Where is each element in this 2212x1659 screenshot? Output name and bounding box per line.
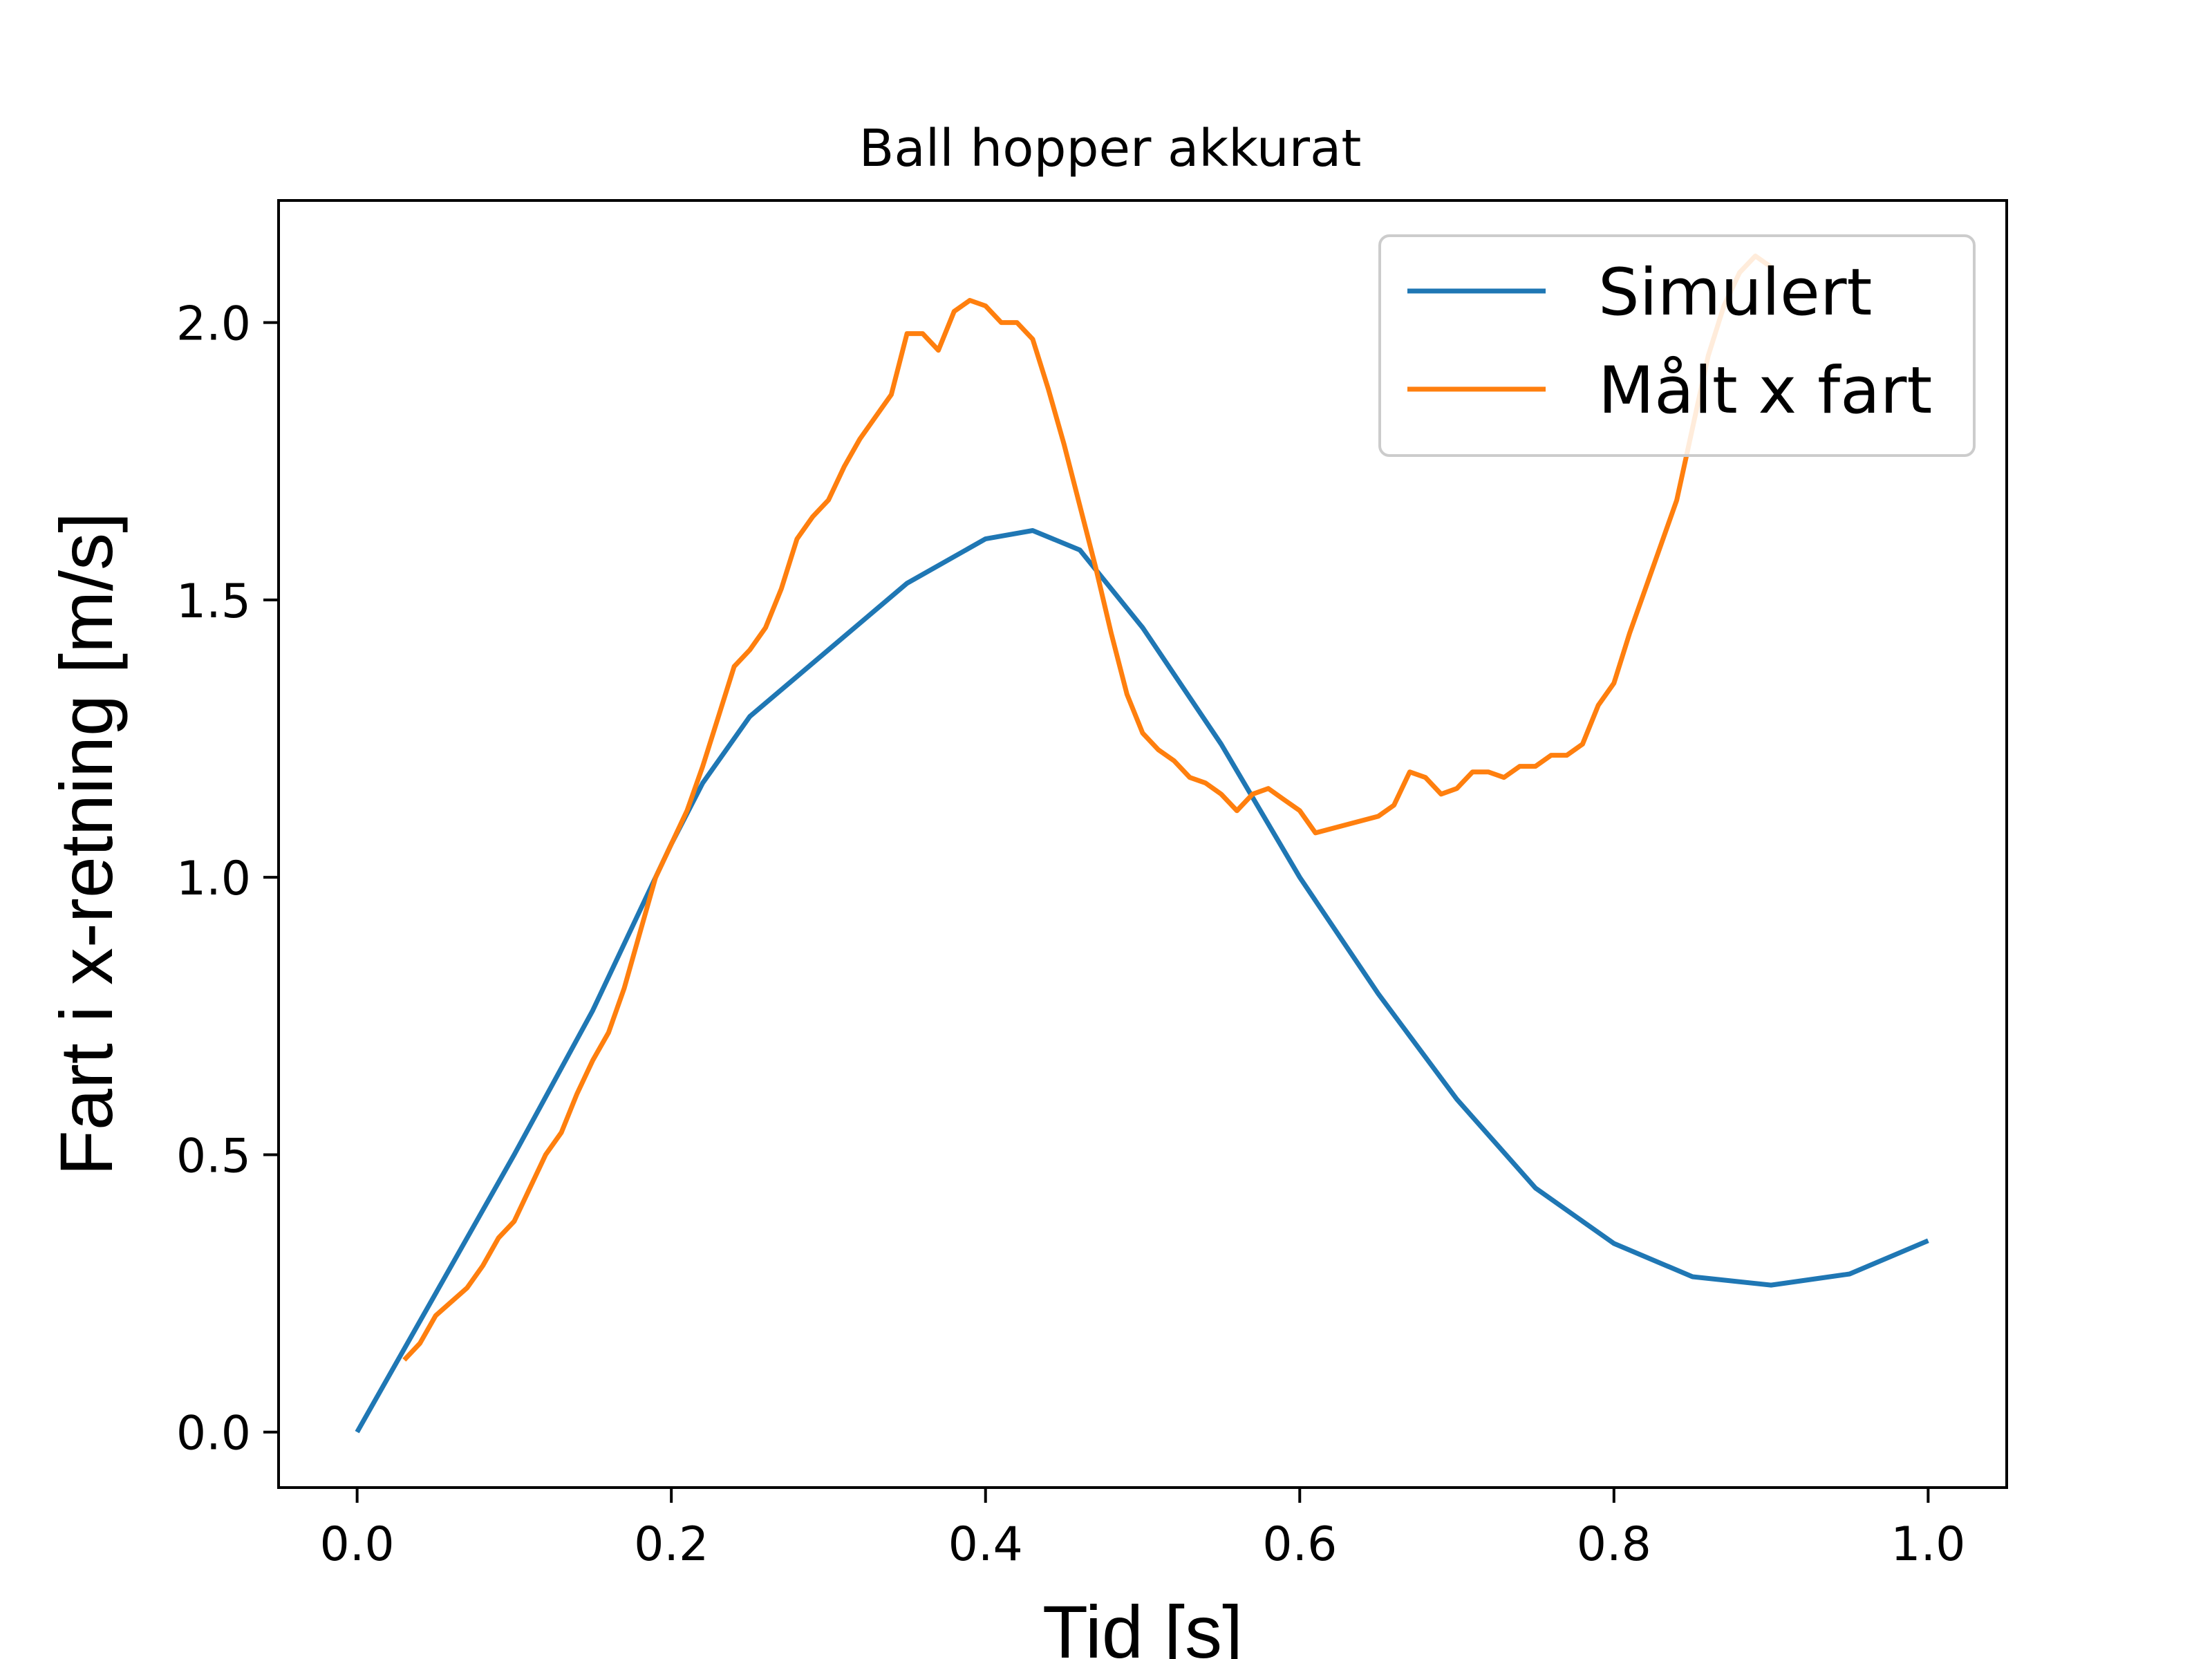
series-layer [355, 253, 1929, 1434]
y-tick-label: 1.0 [176, 852, 251, 906]
legend-label-simulert: Simulert [1598, 255, 1872, 330]
x-tick-label: 1.0 [1891, 1517, 1965, 1572]
x-tick-label: 0.0 [320, 1517, 395, 1572]
chart-title: Ball hopper akkurat [859, 119, 1362, 178]
x-tick-label: 0.6 [1262, 1517, 1337, 1572]
series-line-0 [355, 528, 1929, 1434]
x-axis-label: Tid [s] [1042, 1590, 1243, 1659]
legend-label-malt-x-fart: Målt x fart [1598, 353, 1932, 429]
series-line-1 [402, 253, 1773, 1362]
y-tick-label: 0.5 [176, 1129, 251, 1183]
y-tick-label: 1.5 [176, 574, 251, 629]
x-tick-label: 0.4 [948, 1517, 1023, 1572]
y-tick-label: 0.0 [176, 1407, 251, 1461]
y-axis-label: Fart i x-retning [m/s] [44, 512, 128, 1176]
y-tick-label: 2.0 [176, 297, 251, 352]
x-tick-label: 0.8 [1577, 1517, 1651, 1572]
plot-frame [277, 199, 2008, 1489]
ticks-layer: 0.0 0.2 0.4 0.6 0.8 1.0 0.0 0.5 1.0 1.5 2.0 [176, 297, 1966, 1572]
x-tick-label: 0.2 [634, 1517, 709, 1572]
legend: Simulert Målt x fart [1378, 234, 1976, 457]
